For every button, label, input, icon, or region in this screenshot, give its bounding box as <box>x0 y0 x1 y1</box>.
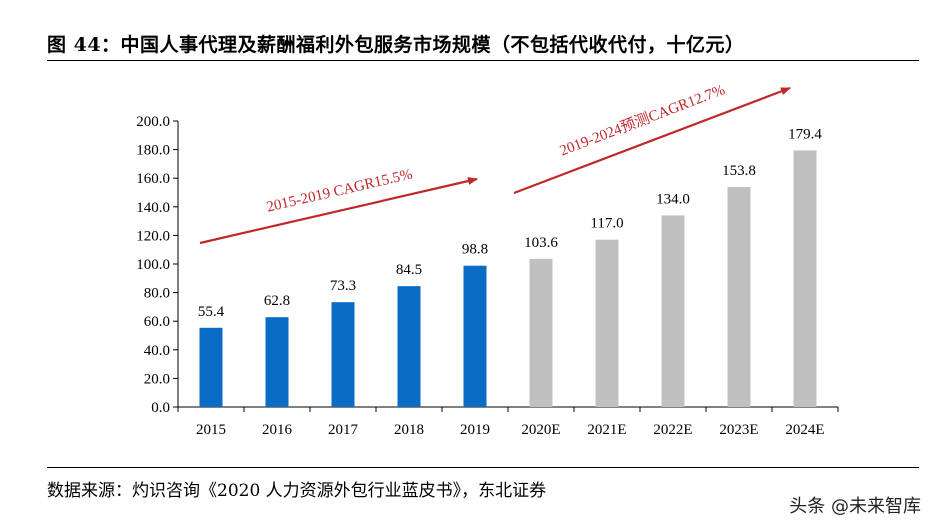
y-tick-label: 120.0 <box>136 228 170 244</box>
x-tick-label: 2018 <box>394 422 424 438</box>
cagr-annotations: 2015-2019 CAGR15.5% 2019-2024预测CAGR12.7% <box>199 81 791 245</box>
bar-2020E <box>529 258 553 407</box>
x-tick-label: 2020E <box>521 422 560 438</box>
x-tick-label: 2019 <box>460 422 490 438</box>
y-tick-label: 60.0 <box>144 314 170 330</box>
x-tick-label: 2022E <box>653 422 692 438</box>
bar-2017 <box>331 302 355 407</box>
figure-title: 图 44：中国人事代理及薪酬福利外包服务市场规模（不包括代收代付，十亿元） <box>47 34 745 56</box>
source-note: 数据来源：灼识咨询《2020 人力资源外包行业蓝皮书》，东北证券 <box>47 481 547 501</box>
value-label: 179.4 <box>788 126 822 142</box>
x-tick-label: 2023E <box>719 422 758 438</box>
cagr-arrow-forecast <box>513 86 791 195</box>
y-tick-label: 160.0 <box>136 171 170 187</box>
watermark: 头条 @未来智库 <box>789 496 921 517</box>
y-tick-label: 100.0 <box>136 257 170 273</box>
bar-2022E <box>661 215 685 407</box>
y-tick-label: 40.0 <box>144 343 170 359</box>
title-underline <box>47 60 919 61</box>
value-label: 62.8 <box>264 293 290 309</box>
value-label: 73.3 <box>330 278 356 294</box>
x-tick-label: 2017 <box>328 422 359 438</box>
value-label: 153.8 <box>722 163 756 179</box>
cagr-label-forecast: 2019-2024预测CAGR12.7% <box>557 81 727 159</box>
bar-2018 <box>397 286 421 407</box>
data-labels: 55.4 62.8 73.3 84.5 98.8 103.6 117.0 134.0 153.8… <box>198 126 823 319</box>
value-label: 117.0 <box>590 216 623 232</box>
x-tick-label: 2016 <box>262 422 293 438</box>
x-axis: 2015 2016 2017 2018 2019 2020E 2021E 2022E 2023E… <box>177 406 839 438</box>
bar-2019 <box>463 265 487 407</box>
value-label: 98.8 <box>462 242 488 258</box>
y-axis: 0.0 20.0 40.0 60.0 80.0 100.0 120.0 140.0 160.0 1… <box>136 114 179 416</box>
bar-2021E <box>595 239 619 407</box>
cagr-label-historical: 2015-2019 CAGR15.5% <box>265 167 414 216</box>
x-tick-label: 2015 <box>196 422 226 438</box>
value-label: 103.6 <box>524 235 558 251</box>
bar-2023E <box>727 187 751 407</box>
x-tick-label: 2021E <box>587 422 626 438</box>
y-tick-label: 180.0 <box>136 143 170 159</box>
bars <box>199 150 817 407</box>
y-tick-label: 140.0 <box>136 200 170 216</box>
y-tick-label: 80.0 <box>144 286 170 302</box>
y-tick-label: 200.0 <box>136 114 170 130</box>
cagr-arrow-historical <box>199 177 478 245</box>
value-label: 55.4 <box>198 304 225 320</box>
bar-2016 <box>265 317 289 407</box>
x-tick-label: 2024E <box>785 422 824 438</box>
source-rule <box>47 467 919 468</box>
value-label: 84.5 <box>396 262 422 278</box>
value-label: 134.0 <box>656 191 690 207</box>
bar-2024E <box>793 150 817 407</box>
y-tick-label: 20.0 <box>144 371 170 387</box>
bar-2015 <box>199 327 223 407</box>
y-tick-label: 0.0 <box>151 400 170 416</box>
